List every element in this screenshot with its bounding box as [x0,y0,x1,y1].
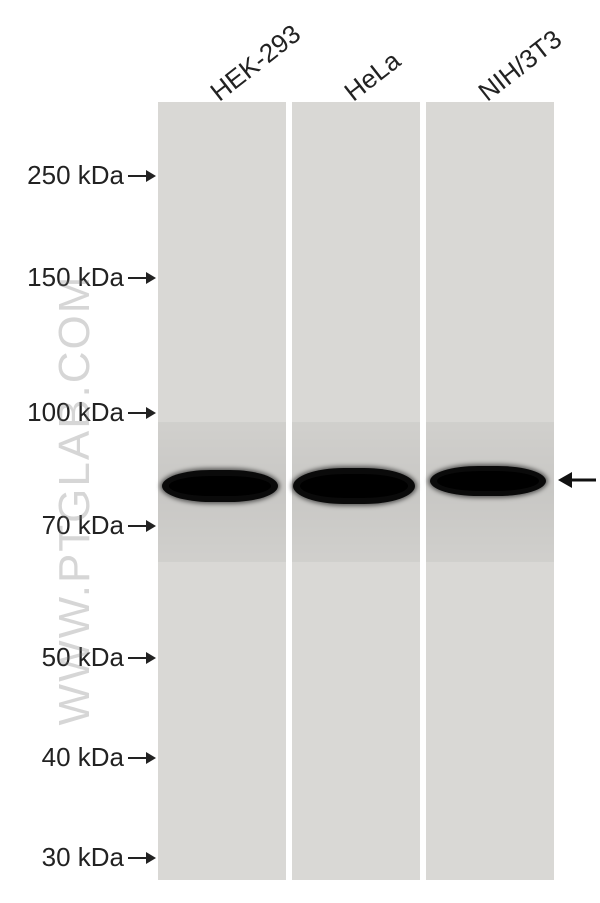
mw-marker: 150 kDa [0,262,156,293]
mw-marker: 250 kDa [0,160,156,191]
lane-label: HeLa [338,45,406,108]
mw-marker-label: 100 kDa [27,397,124,428]
mw-marker: 30 kDa [0,842,156,873]
protein-band [293,468,415,504]
mw-marker-label: 40 kDa [42,742,124,773]
mw-marker: 40 kDa [0,742,156,773]
arrow-right-icon [126,404,156,422]
mw-marker-label: 250 kDa [27,160,124,191]
arrow-right-icon [126,517,156,535]
target-band-arrow [558,468,598,492]
arrow-right-icon [126,749,156,767]
mw-marker: 50 kDa [0,642,156,673]
lane-label: HEK-293 [204,18,306,107]
lane-divider [420,102,426,880]
arrow-right-icon [126,269,156,287]
mw-marker-label: 50 kDa [42,642,124,673]
protein-band [162,470,278,502]
arrow-right-icon [126,849,156,867]
mw-marker-label: 70 kDa [42,510,124,541]
mw-marker: 100 kDa [0,397,156,428]
arrow-right-icon [126,167,156,185]
mw-marker-label: 150 kDa [27,262,124,293]
arrow-right-icon [126,649,156,667]
lane-label: NIH/3T3 [472,24,567,108]
blot-membrane [158,102,554,880]
mw-marker: 70 kDa [0,510,156,541]
mw-marker-label: 30 kDa [42,842,124,873]
lane-divider [286,102,292,880]
arrow-left-icon [558,468,598,492]
protein-band [430,466,546,496]
